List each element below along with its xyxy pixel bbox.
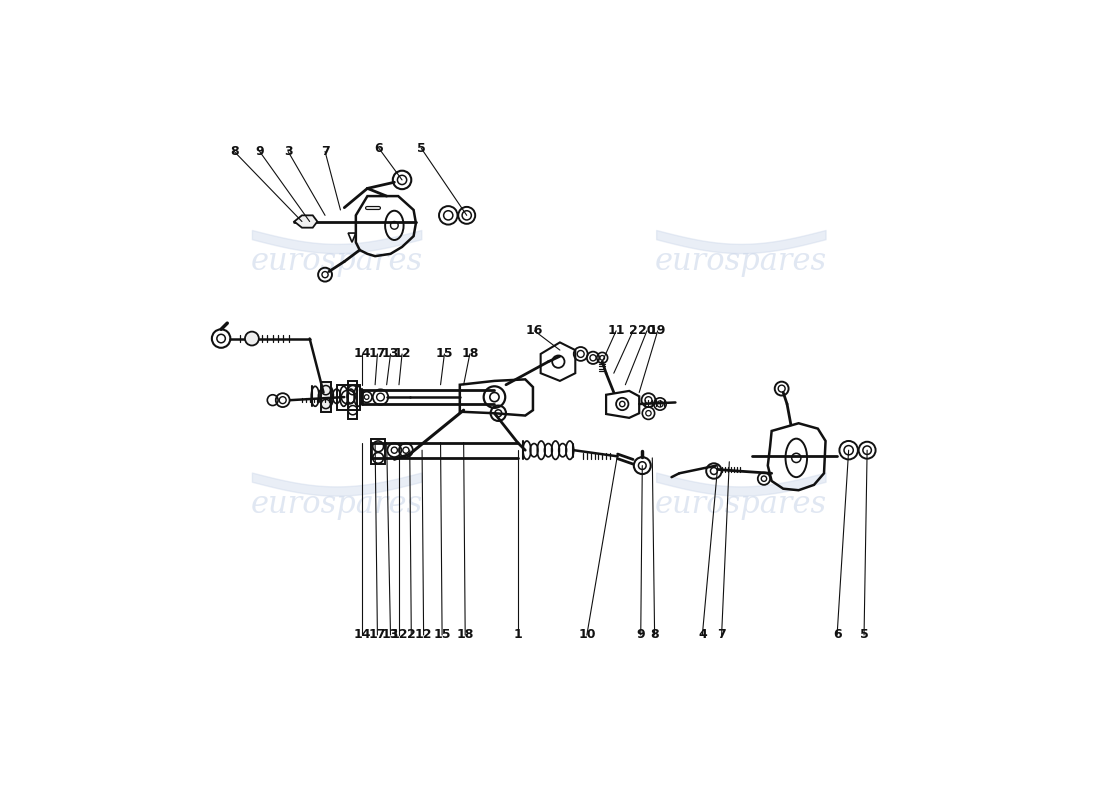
Text: 15: 15 (433, 629, 451, 642)
Text: 1: 1 (514, 629, 521, 642)
Text: 18: 18 (456, 629, 474, 642)
Text: eurospares: eurospares (251, 489, 422, 520)
Text: 13: 13 (382, 629, 399, 642)
Text: eurospares: eurospares (654, 489, 827, 520)
Text: 14: 14 (353, 347, 371, 361)
Text: 12: 12 (394, 347, 410, 361)
Text: 2: 2 (407, 629, 416, 642)
Text: eurospares: eurospares (251, 246, 422, 277)
Text: 8: 8 (650, 629, 659, 642)
Text: 2: 2 (629, 324, 637, 338)
Circle shape (245, 332, 258, 346)
Text: 6: 6 (833, 629, 842, 642)
Text: 18: 18 (461, 347, 478, 361)
Text: 10: 10 (579, 629, 595, 642)
Text: 12: 12 (415, 629, 432, 642)
Text: 9: 9 (637, 629, 645, 642)
Text: 7: 7 (321, 145, 329, 158)
Text: 8: 8 (230, 145, 239, 158)
Text: 14: 14 (353, 629, 371, 642)
Polygon shape (295, 215, 318, 228)
Text: 15: 15 (436, 347, 453, 361)
Text: 17: 17 (368, 629, 386, 642)
Text: 11: 11 (607, 324, 625, 338)
Text: 7: 7 (717, 629, 726, 642)
Text: 19: 19 (649, 324, 667, 338)
Text: 9: 9 (255, 145, 264, 158)
Text: 20: 20 (638, 324, 656, 338)
Polygon shape (321, 382, 331, 412)
Text: 3: 3 (284, 145, 293, 158)
Text: 13: 13 (382, 347, 399, 361)
Text: 16: 16 (526, 324, 543, 338)
Text: 12: 12 (390, 629, 408, 642)
Text: 5: 5 (417, 142, 426, 155)
Text: 6: 6 (375, 142, 383, 155)
Text: 17: 17 (368, 347, 386, 361)
Text: 4: 4 (698, 629, 706, 642)
Text: 5: 5 (860, 629, 868, 642)
Text: eurospares: eurospares (654, 246, 827, 277)
